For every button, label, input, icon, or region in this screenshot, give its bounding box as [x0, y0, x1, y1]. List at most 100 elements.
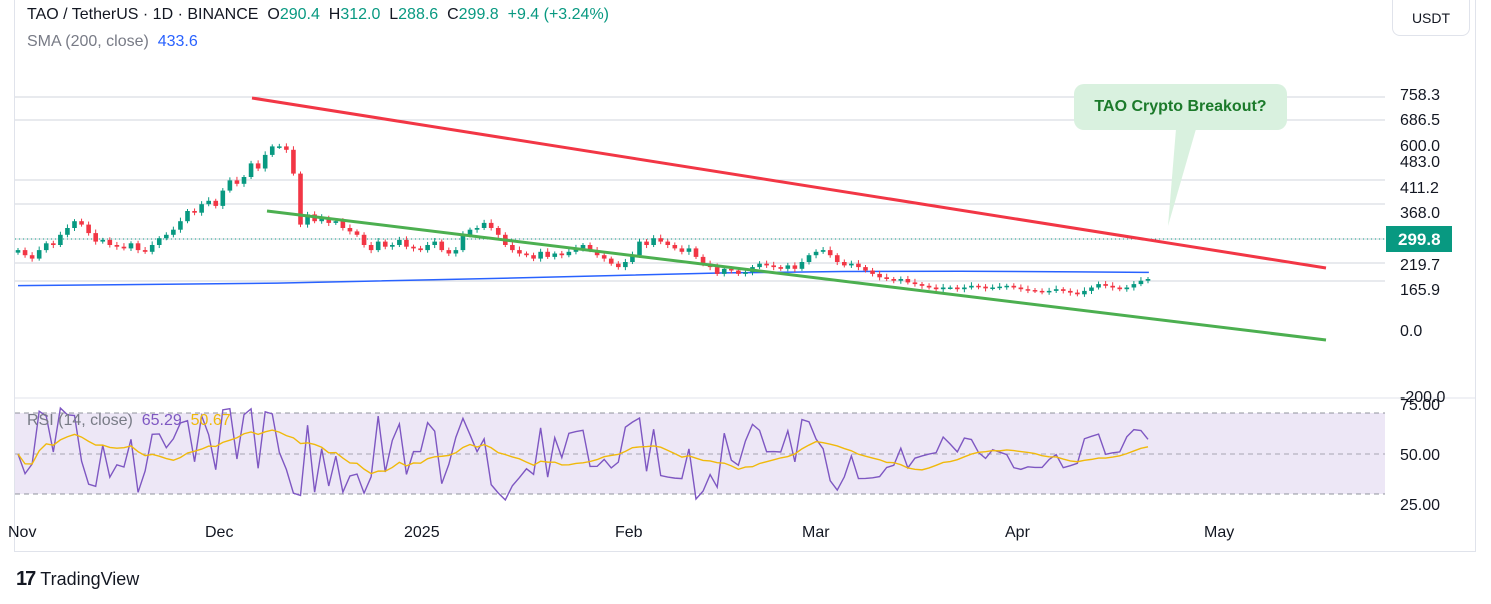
- price-level-box: [1386, 109, 1452, 131]
- candle-body: [1011, 285, 1017, 288]
- last-price-tag: [1386, 226, 1452, 252]
- candle-body: [630, 255, 635, 262]
- candle-body: [863, 267, 868, 271]
- chart-canvas[interactable]: 758.3 686.5 483.0 411.2 368.0 219.7 165.9 600.0…: [0, 0, 1491, 552]
- candle-body: [905, 279, 911, 283]
- candle-body: [1032, 290, 1038, 292]
- price-level-label: 219.7: [1400, 257, 1440, 274]
- candle-body: [347, 228, 353, 232]
- symbol-label: TAO / TetherUS · 1D · BINANCE: [27, 6, 259, 23]
- candle-body: [460, 234, 466, 251]
- candle-body: [305, 214, 310, 225]
- candle-body: [446, 250, 452, 254]
- tradingview-logo[interactable]: 17 TradingView: [16, 568, 139, 591]
- price-level-box: [1386, 254, 1452, 276]
- currency-button[interactable]: USDT: [1392, 0, 1470, 36]
- chart-frame: [14, 0, 1476, 552]
- open-label: O: [267, 6, 280, 23]
- candle-body: [234, 180, 240, 184]
- candle-body: [891, 279, 897, 281]
- candle-body: [665, 241, 671, 245]
- candle-body: [199, 204, 204, 213]
- candle-body: [1018, 287, 1024, 290]
- candle-body: [700, 256, 706, 264]
- candle-body: [1075, 292, 1080, 295]
- candle-body: [86, 224, 91, 234]
- price-level-label: 686.5: [1400, 112, 1440, 129]
- candle-body: [495, 228, 501, 235]
- candle-body: [637, 241, 642, 256]
- brand-name: TradingView: [40, 569, 140, 589]
- time-axis-label: Nov: [8, 524, 36, 541]
- candle-body: [806, 255, 812, 262]
- candle-body: [284, 146, 289, 150]
- sma-legend[interactable]: SMA (200, close) 433.6: [27, 33, 198, 51]
- candle-body: [764, 263, 769, 266]
- candle-body: [107, 239, 113, 245]
- candle-body: [404, 239, 409, 247]
- rsi-ma-line: [17, 429, 1149, 475]
- last-price-label: 299.8: [1398, 230, 1441, 249]
- candle-body: [1082, 290, 1087, 295]
- candle-body: [142, 250, 148, 252]
- candle-body: [651, 238, 656, 245]
- price-level-label: 411.2: [1400, 180, 1439, 197]
- candle-body: [1004, 285, 1010, 288]
- candle-body: [467, 229, 473, 235]
- candle-body: [439, 241, 445, 251]
- candle-body: [623, 262, 628, 268]
- candle-body: [559, 253, 565, 256]
- candle-body: [877, 273, 882, 278]
- candle-body: [481, 222, 487, 228]
- candle-body: [397, 239, 402, 245]
- candle-body: [1039, 290, 1045, 293]
- candle-body: [65, 228, 70, 235]
- time-axis-label: 2025: [404, 524, 440, 541]
- change-value: +9.4 (+3.24%): [507, 6, 609, 23]
- rsi-value: 65.29: [141, 412, 182, 429]
- candle-body: [1145, 279, 1151, 281]
- candle-body: [192, 211, 197, 213]
- sma-label: SMA (200, close): [27, 33, 149, 50]
- candle-body: [361, 234, 367, 245]
- candle-body: [425, 245, 430, 251]
- rsi-ma-value: 50.67: [190, 412, 231, 429]
- time-axis-label: Feb: [615, 524, 643, 541]
- candle-body: [827, 250, 833, 256]
- candle-body: [185, 211, 190, 222]
- candle-body: [156, 238, 162, 245]
- tv-logo-icon: 17: [16, 568, 36, 590]
- candle-body: [912, 282, 918, 285]
- candle-body: [333, 221, 339, 223]
- candle-body: [206, 200, 211, 205]
- candle-body: [955, 287, 960, 290]
- candle-body: [291, 149, 296, 174]
- candle-body: [411, 246, 416, 249]
- candle-body: [601, 255, 607, 259]
- price-level-box: [1386, 279, 1452, 301]
- candle-body: [531, 255, 536, 259]
- candle-body: [79, 221, 84, 225]
- candle-body: [976, 285, 981, 288]
- open-value: 290.4: [279, 6, 320, 23]
- rsi-legend[interactable]: RSI (14, close) 65.29 50.67: [27, 412, 231, 430]
- candle-body: [326, 217, 332, 223]
- close-label: C: [447, 6, 459, 23]
- candle-body: [813, 251, 819, 256]
- candle-body: [714, 267, 720, 274]
- price-level-label: 368.0: [1400, 205, 1440, 222]
- candle-body: [1103, 284, 1108, 286]
- candle-body: [721, 268, 727, 274]
- candle-body: [729, 268, 734, 271]
- support-trendline: [266, 209, 1327, 342]
- price-level-box: [1386, 151, 1452, 173]
- rsi-axis-tick: 50.00: [1400, 447, 1440, 464]
- symbol-legend[interactable]: TAO / TetherUS · 1D · BINANCE O290.4 H31…: [27, 6, 609, 24]
- candle-body: [870, 270, 875, 274]
- candle-body: [820, 250, 826, 252]
- candle-body: [517, 250, 522, 254]
- rsi-band: [15, 412, 1385, 495]
- candle-body: [149, 245, 155, 252]
- breakout-callout: TAO Crypto Breakout?: [1074, 84, 1287, 130]
- candle-body: [524, 253, 529, 256]
